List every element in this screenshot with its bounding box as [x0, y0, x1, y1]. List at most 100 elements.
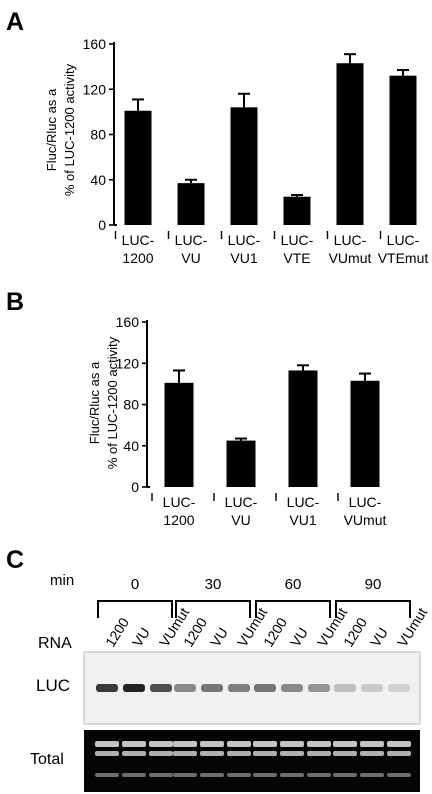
panel-a-y-axis: 0 40 80 120 160 — [83, 36, 117, 233]
total-band-28s — [307, 741, 331, 747]
total-band-18s — [387, 751, 411, 756]
total-band-18s — [122, 751, 146, 756]
luc-label: LUC — [36, 676, 70, 695]
timepoint-brackets: 0 30 60 90 — [97, 576, 411, 618]
panel-a-bars — [124, 53, 417, 226]
panel-a-letter: A — [6, 8, 24, 36]
total-band-small — [149, 773, 173, 777]
total-band-28s — [122, 741, 146, 747]
total-band-small — [333, 773, 357, 777]
panel-a: A Fluc/Rluc as a % of LUC-1200 activity … — [6, 8, 428, 266]
total-band-28s — [280, 741, 304, 747]
panel-a-y-tick-label: 40 — [90, 172, 106, 188]
total-band-28s — [200, 741, 224, 747]
luc-band — [96, 684, 118, 692]
panel-a-y-tick-label: 120 — [83, 81, 107, 97]
timepoint-bracket — [97, 600, 173, 618]
total-band-small — [227, 773, 251, 777]
panel-a-category-label-line2: VU — [181, 250, 200, 266]
rna-label: RNA — [38, 635, 72, 652]
min-label: min — [50, 572, 74, 589]
timepoint-label: 60 — [285, 576, 302, 593]
luc-band — [361, 684, 383, 692]
luc-band — [174, 684, 196, 692]
total-band-28s — [360, 741, 384, 747]
total-band-small — [387, 773, 411, 777]
panel-b-bars — [164, 364, 380, 487]
total-rna-bands — [95, 741, 411, 777]
total-band-small — [253, 773, 277, 777]
panel-b-category-label-line1: LUC- — [225, 494, 258, 510]
luc-band — [254, 684, 276, 692]
panel-a-bar — [336, 63, 364, 226]
panel-b-category-label-line2: VU1 — [289, 512, 316, 528]
luc-band — [123, 684, 145, 692]
panel-a-ylabel-line2: % of LUC-1200 activity — [62, 63, 77, 196]
total-band-18s — [307, 751, 331, 756]
panel-b-y-tick-label: 40 — [123, 438, 139, 454]
panel-a-category-label-line1: LUC- — [334, 232, 367, 248]
panel-a-category-label-line2: VTEmut — [378, 250, 429, 266]
lane-label: VU — [207, 625, 231, 650]
panel-a-bar — [124, 110, 152, 225]
panel-b-y-tick-label: 80 — [123, 397, 139, 413]
total-band-small — [200, 773, 224, 777]
timepoint-bracket — [255, 600, 331, 618]
total-band-18s — [253, 751, 277, 756]
panel-a-category-label-line1: LUC- — [281, 232, 314, 248]
total-label: Total — [30, 751, 64, 768]
total-band-18s — [227, 751, 251, 756]
timepoint-label: 90 — [365, 576, 382, 593]
luc-band — [228, 684, 250, 692]
lane-label: VU — [367, 625, 391, 650]
panel-a-category-label-line2: 1200 — [122, 250, 153, 266]
panel-b-category-label-line1: LUC- — [349, 494, 382, 510]
luc-band — [201, 684, 223, 692]
panel-b-bar — [350, 380, 380, 487]
total-band-18s — [149, 751, 173, 756]
panel-a-bar — [389, 75, 417, 225]
total-band-18s — [333, 751, 357, 756]
panel-b-category-label-line1: LUC- — [163, 494, 196, 510]
lane-label: VUmut — [394, 605, 430, 650]
luc-bands — [96, 684, 410, 692]
panel-b-y-tick-label: 160 — [116, 314, 140, 330]
timepoint-label: 30 — [205, 576, 222, 593]
total-band-small — [280, 773, 304, 777]
panel-a-bar — [230, 107, 258, 225]
panel-b-bar — [288, 370, 318, 487]
total-band-small — [307, 773, 331, 777]
panel-a-bar — [283, 196, 311, 225]
panel-b-y-tick-label: 0 — [131, 479, 139, 495]
total-band-18s — [95, 751, 119, 756]
total-band-small — [173, 773, 197, 777]
panel-a-bar — [177, 183, 205, 225]
panel-a-category-label-line1: LUC- — [228, 232, 261, 248]
total-band-28s — [333, 741, 357, 747]
panel-b-category-label-line2: VUmut — [344, 512, 387, 528]
panel-b-bar — [164, 382, 194, 487]
luc-band — [388, 684, 410, 692]
luc-band — [281, 684, 303, 692]
timepoint-label: 0 — [131, 576, 139, 593]
panel-a-category-label-line2: VUmut — [329, 250, 372, 266]
panel-b-category-label-line2: 1200 — [163, 512, 194, 528]
lane-label: VU — [287, 625, 311, 650]
total-band-small — [122, 773, 146, 777]
panel-b-y-tick-label: 120 — [116, 355, 140, 371]
panel-a-category-label-line2: VU1 — [230, 250, 257, 266]
panel-a-y-tick-label: 80 — [90, 127, 106, 143]
panel-a-ylabel-line1: Fluc/Rluc as a — [44, 88, 59, 171]
panel-a-x-labels: LUC- 1200 LUC- VU LUC- VU1 LUC- VTE LUC- VUmut LUC… — [114, 231, 429, 266]
total-band-18s — [200, 751, 224, 756]
panel-a-y-tick-label: 0 — [98, 217, 106, 233]
panel-a-category-label-line1: LUC- — [175, 232, 208, 248]
panel-a-category-label-line2: VTE — [283, 250, 310, 266]
total-band-18s — [280, 751, 304, 756]
panel-a-category-label-line1: LUC- — [122, 232, 155, 248]
luc-band — [334, 684, 356, 692]
total-band-28s — [253, 741, 277, 747]
